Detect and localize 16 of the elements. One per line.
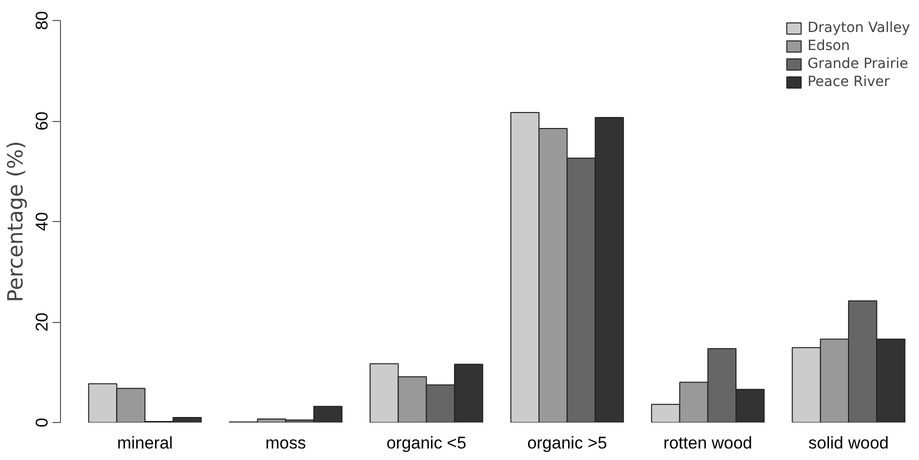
- x-tick-label: rotten wood: [663, 434, 752, 452]
- y-tick-label: 80: [32, 11, 52, 30]
- legend-label: Edson: [807, 38, 850, 54]
- x-tick-label: mineral: [117, 434, 173, 452]
- x-tick-label: moss: [265, 434, 306, 452]
- legend-label: Drayton Valley: [807, 20, 910, 36]
- legend-label: Grande Prairie: [807, 56, 908, 72]
- y-tick-label: 40: [32, 212, 52, 231]
- legend-label: Peace River: [807, 74, 890, 90]
- y-tick-label: 20: [32, 312, 52, 332]
- x-tick-label: solid wood: [808, 434, 889, 452]
- y-axis-title: Percentage (%): [4, 140, 28, 302]
- y-tick-label: 0: [32, 418, 52, 428]
- x-tick-label: organic >5: [527, 434, 608, 452]
- y-tick-label: 60: [32, 112, 52, 130]
- x-tick-label: organic <5: [386, 434, 466, 452]
